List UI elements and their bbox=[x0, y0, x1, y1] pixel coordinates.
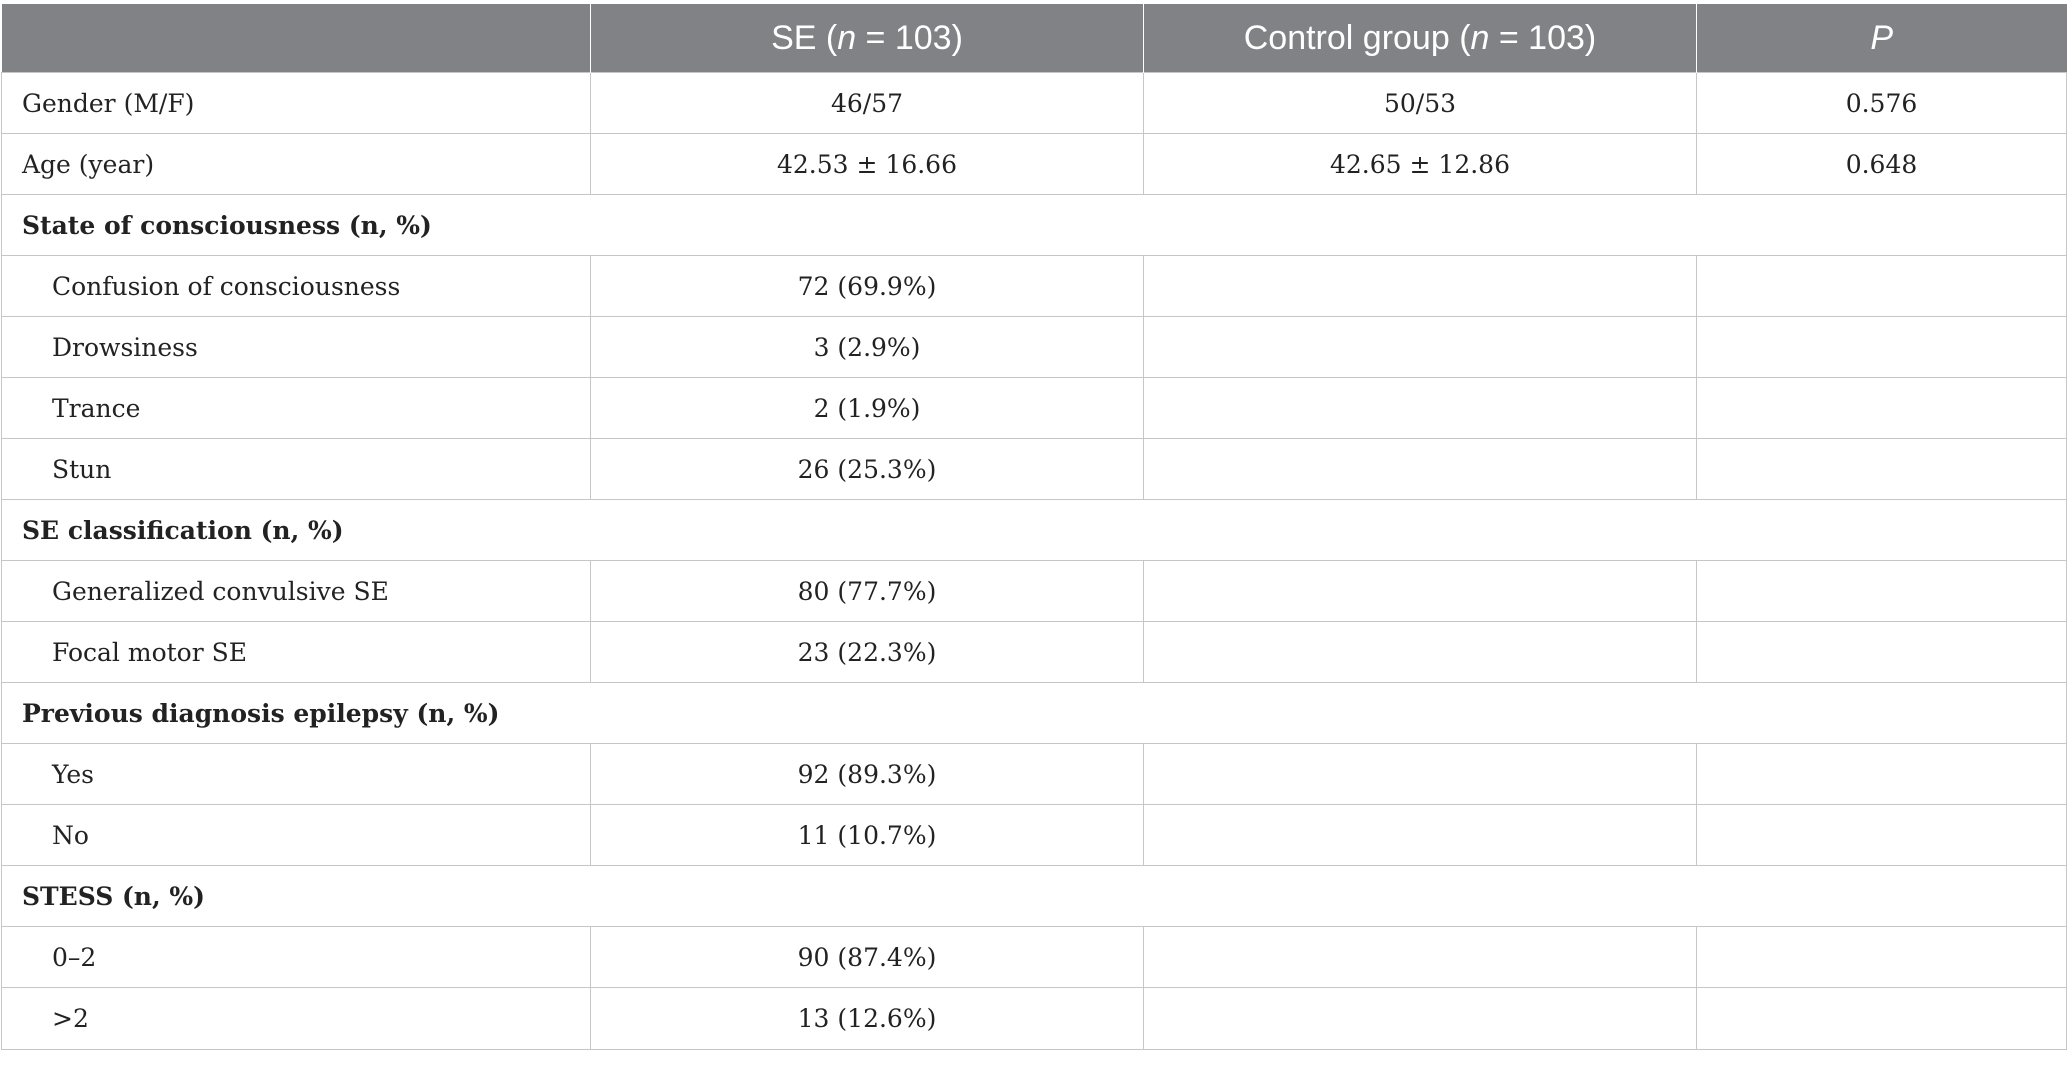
section-title: State of consciousness (n, %) bbox=[1, 194, 2067, 256]
p-value bbox=[1696, 621, 2067, 683]
section-row-stess: STESS (n, %) bbox=[1, 865, 2067, 927]
se-value: 92 (89.3%) bbox=[590, 743, 1144, 805]
se-value: 80 (77.7%) bbox=[590, 560, 1144, 622]
se-value: 26 (25.3%) bbox=[590, 438, 1144, 500]
control-value bbox=[1143, 621, 1697, 683]
row-label: Focal motor SE bbox=[1, 621, 591, 683]
control-value bbox=[1143, 316, 1697, 378]
se-value: 72 (69.9%) bbox=[590, 255, 1144, 317]
p-value bbox=[1696, 804, 2067, 866]
header-row: SE (n = 103) Control group (n = 103) P bbox=[1, 4, 2067, 73]
row-label: >2 bbox=[1, 987, 591, 1050]
header-se: SE (n = 103) bbox=[590, 4, 1144, 73]
control-value bbox=[1143, 255, 1697, 317]
row-label: Confusion of consciousness bbox=[1, 255, 591, 317]
se-value: 3 (2.9%) bbox=[590, 316, 1144, 378]
row-label: 0–2 bbox=[1, 926, 591, 988]
control-value bbox=[1143, 987, 1697, 1050]
table-row: Focal motor SE 23 (22.3%) bbox=[1, 621, 2067, 683]
control-value bbox=[1143, 377, 1697, 439]
p-value bbox=[1696, 987, 2067, 1050]
table-row: No 11 (10.7%) bbox=[1, 804, 2067, 866]
row-label: Age (year) bbox=[1, 133, 591, 195]
se-value: 46/57 bbox=[590, 72, 1144, 134]
table-row: Generalized convulsive SE 80 (77.7%) bbox=[1, 560, 2067, 622]
section-row-consciousness: State of consciousness (n, %) bbox=[1, 194, 2067, 256]
table-row: 0–2 90 (87.4%) bbox=[1, 926, 2067, 988]
row-label: No bbox=[1, 804, 591, 866]
table-row: Stun 26 (25.3%) bbox=[1, 438, 2067, 500]
control-value: 42.65 ± 12.86 bbox=[1143, 133, 1697, 195]
control-value bbox=[1143, 926, 1697, 988]
p-value: 0.576 bbox=[1696, 72, 2067, 134]
p-value bbox=[1696, 377, 2067, 439]
section-row-se-classification: SE classification (n, %) bbox=[1, 499, 2067, 561]
row-label: Trance bbox=[1, 377, 591, 439]
p-value bbox=[1696, 438, 2067, 500]
section-title: Previous diagnosis epilepsy (n, %) bbox=[1, 682, 2067, 744]
control-value bbox=[1143, 743, 1697, 805]
p-value bbox=[1696, 743, 2067, 805]
section-title: STESS (n, %) bbox=[1, 865, 2067, 927]
table-row: Drowsiness 3 (2.9%) bbox=[1, 316, 2067, 378]
section-title: SE classification (n, %) bbox=[1, 499, 2067, 561]
table-row: Trance 2 (1.9%) bbox=[1, 377, 2067, 439]
row-label: Stun bbox=[1, 438, 591, 500]
table-row: Yes 92 (89.3%) bbox=[1, 743, 2067, 805]
control-value bbox=[1143, 804, 1697, 866]
header-control: Control group (n = 103) bbox=[1143, 4, 1697, 73]
p-value bbox=[1696, 316, 2067, 378]
table-row-gender: Gender (M/F) 46/57 50/53 0.576 bbox=[1, 72, 2067, 134]
row-label: Drowsiness bbox=[1, 316, 591, 378]
control-value bbox=[1143, 438, 1697, 500]
se-value: 11 (10.7%) bbox=[590, 804, 1144, 866]
control-value: 50/53 bbox=[1143, 72, 1697, 134]
p-value bbox=[1696, 926, 2067, 988]
table-row-age: Age (year) 42.53 ± 16.66 42.65 ± 12.86 0… bbox=[1, 133, 2067, 195]
row-label: Yes bbox=[1, 743, 591, 805]
se-value: 13 (12.6%) bbox=[590, 987, 1144, 1050]
characteristics-table: SE (n = 103) Control group (n = 103) P G… bbox=[1, 4, 2067, 1050]
se-value: 90 (87.4%) bbox=[590, 926, 1144, 988]
table-row: Confusion of consciousness 72 (69.9%) bbox=[1, 255, 2067, 317]
p-value bbox=[1696, 560, 2067, 622]
header-label-column bbox=[1, 4, 591, 73]
p-value: 0.648 bbox=[1696, 133, 2067, 195]
p-value bbox=[1696, 255, 2067, 317]
header-p: P bbox=[1696, 4, 2067, 73]
row-label: Generalized convulsive SE bbox=[1, 560, 591, 622]
se-value: 2 (1.9%) bbox=[590, 377, 1144, 439]
se-value: 42.53 ± 16.66 bbox=[590, 133, 1144, 195]
row-label: Gender (M/F) bbox=[1, 72, 591, 134]
control-value bbox=[1143, 560, 1697, 622]
table-row: >2 13 (12.6%) bbox=[1, 987, 2067, 1050]
section-row-previous-diagnosis: Previous diagnosis epilepsy (n, %) bbox=[1, 682, 2067, 744]
se-value: 23 (22.3%) bbox=[590, 621, 1144, 683]
